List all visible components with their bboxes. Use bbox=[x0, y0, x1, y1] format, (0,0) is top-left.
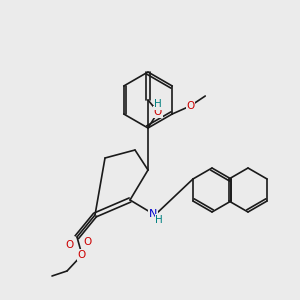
Text: O: O bbox=[78, 250, 86, 260]
Text: H: H bbox=[155, 215, 163, 225]
Text: O: O bbox=[154, 107, 162, 117]
Text: N: N bbox=[149, 209, 157, 219]
Text: H: H bbox=[154, 99, 162, 109]
Text: O: O bbox=[65, 240, 73, 250]
Text: O: O bbox=[83, 237, 91, 247]
Text: O: O bbox=[186, 101, 194, 111]
